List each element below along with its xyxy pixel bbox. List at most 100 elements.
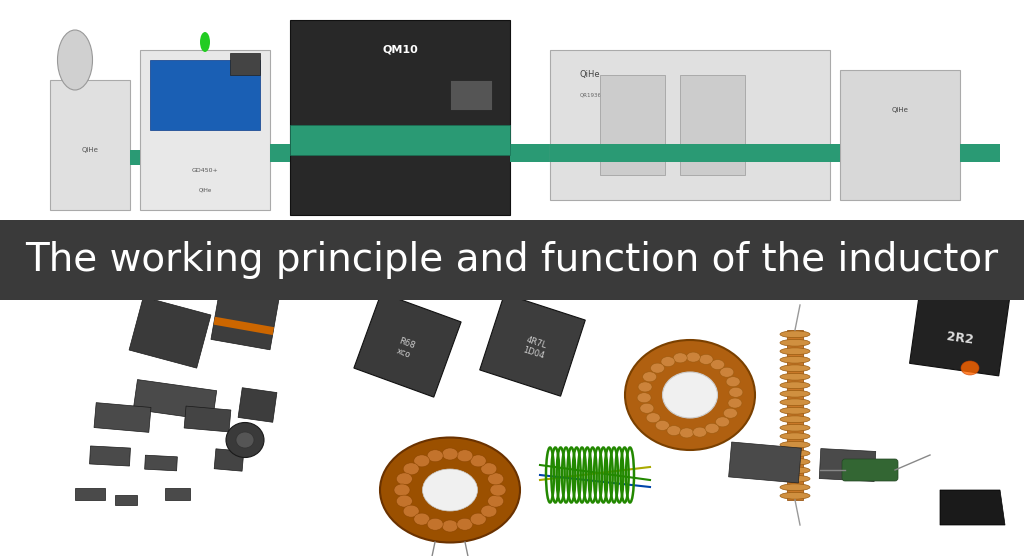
Ellipse shape: [423, 469, 477, 511]
Ellipse shape: [414, 455, 430, 467]
Ellipse shape: [780, 331, 810, 337]
Ellipse shape: [470, 513, 486, 525]
Bar: [165, 488, 190, 500]
Bar: [214, 317, 274, 335]
Bar: [50, 80, 130, 210]
Bar: [144, 455, 177, 471]
Polygon shape: [940, 490, 1005, 525]
Ellipse shape: [780, 493, 810, 499]
Ellipse shape: [396, 495, 413, 507]
Text: QiHe: QiHe: [892, 107, 908, 113]
Ellipse shape: [638, 382, 652, 392]
Ellipse shape: [427, 450, 443, 462]
Bar: [819, 449, 876, 481]
Bar: [290, 20, 510, 215]
Bar: [239, 388, 276, 423]
Ellipse shape: [487, 473, 504, 485]
Ellipse shape: [650, 363, 665, 373]
Bar: [230, 53, 260, 75]
Bar: [909, 280, 1011, 376]
Text: QiHe: QiHe: [580, 71, 601, 80]
Ellipse shape: [693, 427, 707, 437]
Ellipse shape: [780, 484, 810, 490]
Text: GD450+: GD450+: [191, 167, 218, 172]
Ellipse shape: [457, 450, 473, 462]
Bar: [270, 144, 290, 162]
Bar: [133, 380, 217, 420]
Ellipse shape: [728, 398, 742, 408]
Ellipse shape: [780, 365, 810, 371]
Bar: [840, 70, 961, 200]
Text: QiHe: QiHe: [199, 187, 212, 192]
Ellipse shape: [655, 420, 670, 430]
Ellipse shape: [414, 513, 430, 525]
Ellipse shape: [403, 463, 419, 475]
Ellipse shape: [723, 408, 737, 418]
Bar: [214, 449, 244, 471]
Ellipse shape: [780, 458, 810, 465]
Bar: [140, 50, 270, 210]
Bar: [89, 446, 130, 466]
Ellipse shape: [200, 32, 210, 52]
Ellipse shape: [57, 30, 92, 90]
Ellipse shape: [699, 354, 713, 364]
Bar: [290, 125, 510, 155]
Ellipse shape: [470, 455, 486, 467]
Text: QM10: QM10: [382, 45, 418, 55]
Text: 4R7L
1D04: 4R7L 1D04: [521, 335, 549, 361]
Bar: [184, 406, 230, 432]
Ellipse shape: [729, 388, 742, 398]
Bar: [130, 150, 140, 165]
Bar: [0, 220, 1024, 300]
Bar: [680, 75, 745, 175]
Ellipse shape: [427, 518, 443, 530]
Bar: [129, 297, 211, 368]
Bar: [450, 80, 492, 110]
Ellipse shape: [780, 399, 810, 406]
Text: 2R2: 2R2: [946, 330, 974, 346]
Bar: [729, 442, 802, 483]
Bar: [150, 60, 260, 130]
Text: R68
xco: R68 xco: [394, 336, 416, 360]
Bar: [830, 144, 840, 162]
Ellipse shape: [481, 463, 497, 475]
Ellipse shape: [716, 417, 729, 427]
Bar: [211, 288, 280, 350]
Ellipse shape: [720, 367, 734, 377]
Ellipse shape: [236, 432, 254, 448]
Ellipse shape: [380, 438, 520, 543]
FancyBboxPatch shape: [842, 459, 898, 481]
Bar: [961, 144, 1000, 162]
Ellipse shape: [780, 450, 810, 456]
Ellipse shape: [780, 356, 810, 363]
Ellipse shape: [711, 360, 725, 370]
Ellipse shape: [780, 382, 810, 389]
Ellipse shape: [686, 352, 700, 362]
Ellipse shape: [487, 495, 504, 507]
Ellipse shape: [643, 372, 656, 382]
Ellipse shape: [667, 425, 681, 435]
Ellipse shape: [637, 393, 651, 403]
Bar: [354, 293, 461, 397]
Ellipse shape: [780, 475, 810, 482]
Ellipse shape: [780, 408, 810, 414]
Ellipse shape: [780, 424, 810, 431]
Ellipse shape: [442, 448, 458, 460]
Bar: [115, 495, 137, 505]
Ellipse shape: [780, 467, 810, 474]
Bar: [787, 330, 803, 500]
Ellipse shape: [961, 361, 979, 375]
Ellipse shape: [780, 390, 810, 397]
Ellipse shape: [780, 339, 810, 346]
Ellipse shape: [660, 356, 675, 366]
Ellipse shape: [663, 372, 718, 418]
Ellipse shape: [226, 423, 264, 458]
Bar: [479, 294, 586, 396]
Text: The working principle and function of the inductor: The working principle and function of th…: [26, 241, 998, 279]
Ellipse shape: [457, 518, 473, 530]
Ellipse shape: [396, 473, 413, 485]
Ellipse shape: [680, 428, 693, 438]
Bar: [600, 75, 665, 175]
Ellipse shape: [394, 484, 410, 496]
Ellipse shape: [780, 441, 810, 448]
